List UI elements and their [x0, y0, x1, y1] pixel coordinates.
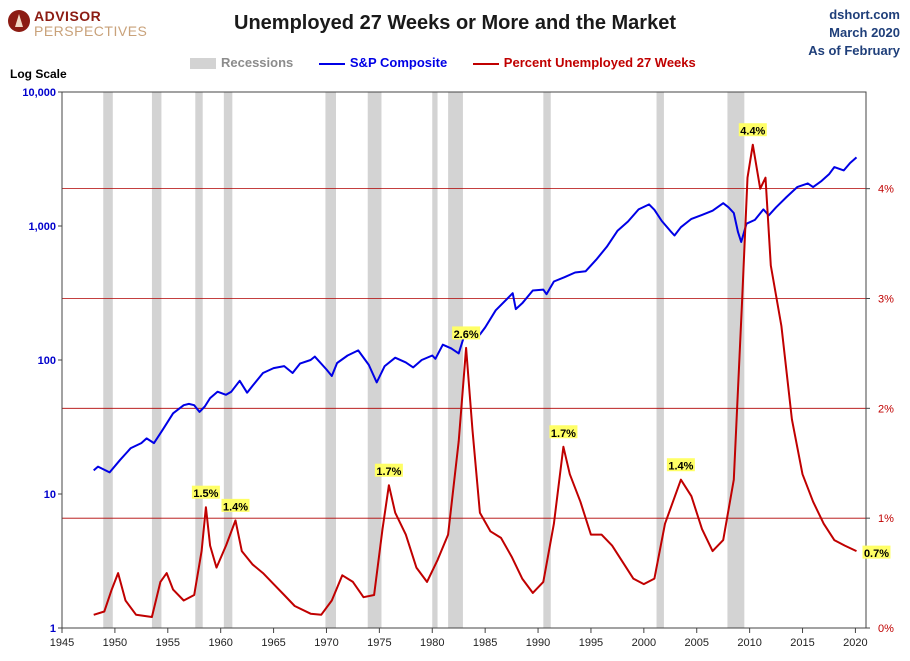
x-axis-tick-label: 1985 [473, 637, 497, 649]
callout-box [738, 123, 767, 137]
recession-band [543, 92, 551, 628]
legend-label-unemployed: Percent Unemployed 27 Weeks [503, 55, 696, 71]
callout-label: 2.6% [454, 329, 479, 341]
source-date: March 2020 [829, 25, 900, 40]
y-axis-right-tick-label: 4% [878, 184, 894, 196]
logo-text-line2: PERSPECTIVES [34, 23, 148, 39]
x-axis-tick-label: 1990 [526, 637, 550, 649]
callout-box [191, 485, 220, 499]
y-axis-right-tick-label: 2% [878, 403, 894, 415]
y-axis-right-tick-label: 3% [878, 293, 894, 305]
y-axis-left-tick-label: 100 [38, 355, 56, 367]
chart-legend: Recessions S&P Composite Percent Unemplo… [190, 54, 718, 70]
unemployed-27-weeks-line [93, 143, 857, 618]
callout-box [452, 326, 481, 340]
x-axis-tick-label: 1970 [314, 637, 338, 649]
recession-band [103, 92, 113, 628]
legend-swatch-unemployed [472, 62, 499, 65]
x-axis-tick-label: 1980 [420, 637, 444, 649]
y-axis-left-tick-label: 10,000 [22, 87, 56, 99]
callout-label: 1.7% [376, 466, 401, 478]
legend-label-sp: S&P Composite [349, 55, 448, 71]
legend-item-recessions: Recessions [190, 55, 293, 70]
source-as-of: As of February [808, 43, 900, 58]
x-axis-tick-label: 1995 [579, 637, 603, 649]
y-axis-left-tick-label: 1 [50, 623, 56, 635]
callout-label: 1.5% [193, 488, 218, 500]
x-axis-tick-label: 2000 [632, 637, 656, 649]
y-axis-left-tick-label: 10 [44, 489, 56, 501]
legend-swatch-sp [318, 62, 345, 65]
recession-band [656, 92, 664, 628]
x-axis-tick-label: 1945 [50, 637, 74, 649]
callout-label: 0.7% [864, 548, 889, 560]
x-axis-tick-label: 1955 [156, 637, 180, 649]
callout-label: 1.4% [223, 501, 248, 513]
y-axis-right-ticks: 0% 1% 2% 3% 4% [866, 184, 894, 635]
x-axis-tick-label: 1975 [367, 637, 391, 649]
source-block: dshort.com March 2020 As of February [808, 6, 900, 60]
recession-band [325, 92, 336, 628]
legend-item-unemployed: Percent Unemployed 27 Weeks [472, 55, 696, 71]
recession-band [223, 92, 233, 628]
recession-band [432, 92, 438, 628]
recession-band [367, 92, 382, 628]
x-axis-ticks: 1945 1950 1955 1960 1965 1970 1975 1980 1985 1990… [50, 628, 868, 649]
x-axis-tick-label: 2005 [684, 637, 708, 649]
recession-band [195, 92, 203, 628]
callout-box [862, 545, 891, 559]
recession-band [727, 92, 745, 628]
chart-title: Unemployed 27 Weeks or More and the Mark… [234, 12, 676, 34]
advisor-perspectives-logo: ADVISOR PERSPECTIVES [8, 6, 168, 40]
callout-box [374, 463, 403, 477]
callout-label: 4.4% [740, 126, 765, 138]
callout-box [549, 425, 578, 439]
recession-band [448, 92, 463, 628]
recession-band [151, 92, 162, 628]
y-axis-right-tick-label: 0% [878, 623, 894, 635]
callout-label: 1.4% [668, 461, 693, 473]
source-site: dshort.com [829, 7, 900, 22]
x-axis-tick-label: 2010 [737, 637, 761, 649]
x-axis-tick-label: 1950 [103, 637, 127, 649]
logo-text-line1: ADVISOR [34, 8, 102, 24]
y-axis-left-ticks: 1 10 100 1,000 10,000 [22, 87, 62, 635]
callouts: 1.5% 1.4% 1.7% 2.6% 1.7% 1.4% 4.4% 0.7% [191, 123, 891, 560]
x-axis-tick-label: 1960 [208, 637, 232, 649]
callout-box [666, 458, 695, 472]
y-axis-left-tick-label: 1,000 [28, 221, 56, 233]
plot-frame [61, 91, 867, 629]
x-axis-tick-label: 1965 [261, 637, 285, 649]
legend-item-sp: S&P Composite [318, 55, 448, 71]
y-axis-left-label: Log Scale [10, 67, 67, 81]
callout-box [221, 498, 250, 512]
legend-label-recessions: Recessions [221, 55, 294, 71]
y-axis-right-tick-label: 1% [878, 513, 894, 525]
logo-icon [8, 10, 30, 32]
legend-swatch-recessions [190, 58, 216, 70]
x-axis-tick-label: 2020 [843, 637, 867, 649]
callout-label: 1.7% [551, 428, 576, 440]
x-axis-tick-label: 2015 [790, 637, 814, 649]
